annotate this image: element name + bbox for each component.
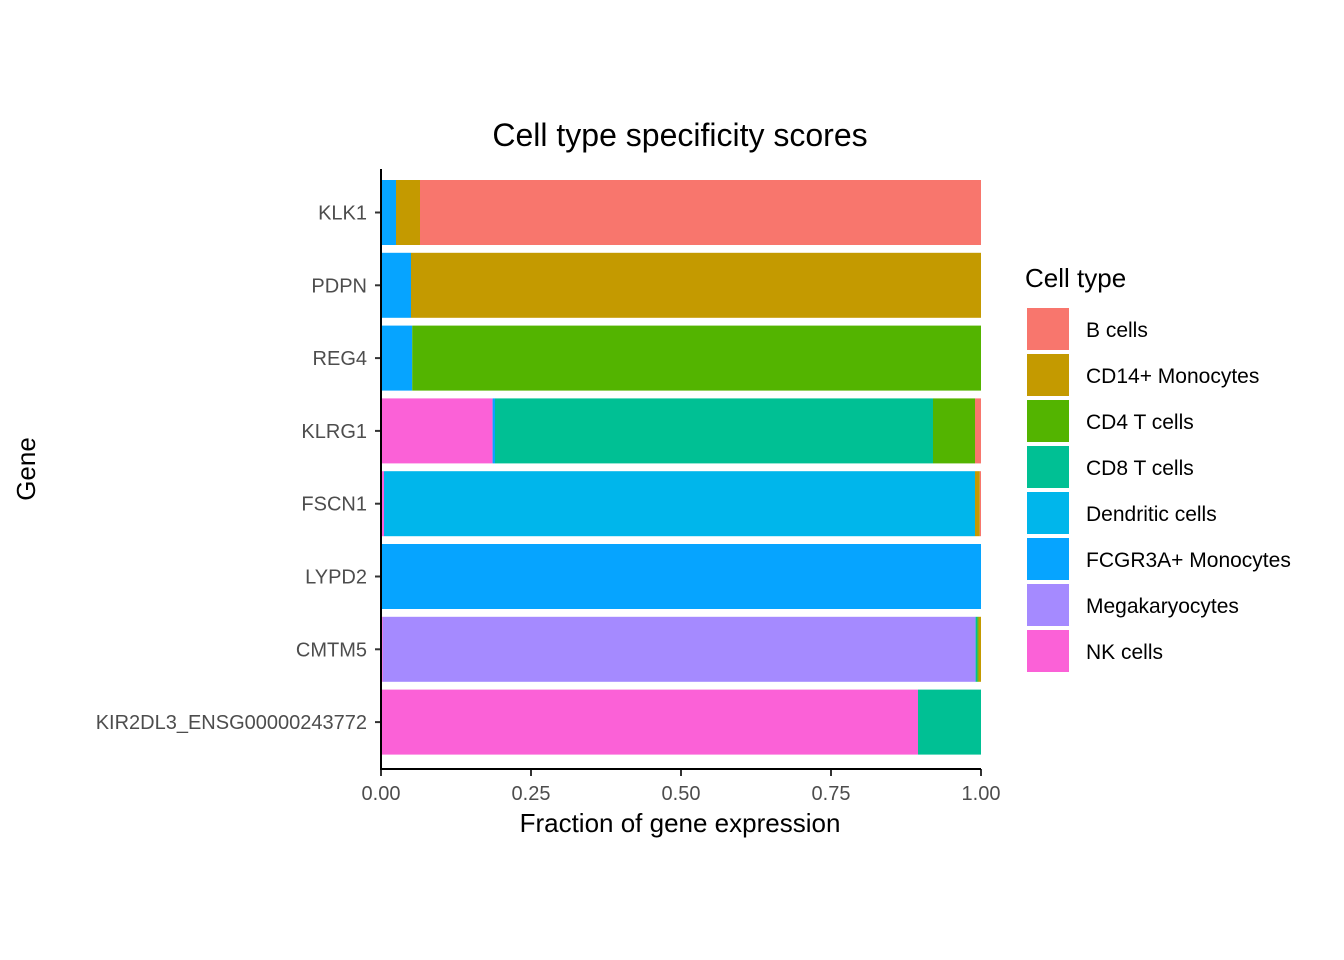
legend-label-b-cells: B cells — [1086, 319, 1148, 342]
bar-reg4-cd4-t-cells — [412, 325, 981, 391]
bar-kir2dl3-ensg00000243772-cd8-t-cells — [918, 689, 981, 755]
y-tick-labels: KLK1 PDPN REG4 KLRG1 FSCN1 LYPD2 CMTM5 KIR2DL3_… — [96, 203, 381, 734]
bar-klrg1-nk-cells — [381, 398, 493, 464]
bar-klk1-cd14-monocytes — [396, 180, 420, 245]
legend-key-nk-cells — [1027, 630, 1069, 672]
bar-fscn1-nk-cells — [381, 471, 384, 537]
chart-title: Cell type specificity scores — [492, 117, 867, 153]
legend: Cell type B cells CD14+ Monocytes CD4 T ce… — [1025, 263, 1291, 672]
y-tick-label: KIR2DL3_ENSG00000243772 — [96, 712, 367, 734]
bar-fscn1-cd14-monocytes — [975, 471, 980, 537]
legend-label-cd14-monocytes: CD14+ Monocytes — [1086, 365, 1259, 388]
legend-label-nk-cells: NK cells — [1086, 641, 1163, 664]
y-tick-label: KLK1 — [318, 203, 367, 225]
y-tick-label: KLRG1 — [301, 421, 367, 443]
x-tick-label: 0.50 — [662, 783, 701, 805]
bar-pdpn-fcgr3a-monocytes — [381, 252, 411, 318]
x-tick-label: 1.00 — [962, 783, 1001, 805]
bar-klrg1-cd4-t-cells — [933, 398, 975, 464]
x-tick-labels: 0.00 0.25 0.50 0.75 1.00 — [362, 769, 1001, 805]
bar-klrg1-fcgr3a-monocytes — [492, 398, 495, 464]
y-tick-label: LYPD2 — [305, 567, 367, 589]
bar-cmtm5-cd4-t-cells — [977, 616, 979, 682]
bar-lypd2-fcgr3a-monocytes — [381, 544, 981, 609]
x-tick-label: 0.25 — [512, 783, 551, 805]
bar-kir2dl3-ensg00000243772-nk-cells — [381, 689, 918, 755]
legend-key-megakaryocytes — [1027, 584, 1069, 626]
bar-reg4-fcgr3a-monocytes — [381, 325, 413, 391]
y-tick-label: FSCN1 — [301, 494, 367, 516]
bar-cmtm5-cd8-t-cells — [975, 616, 978, 682]
bars-layer — [381, 180, 981, 755]
bar-cmtm5-megakaryocytes — [382, 616, 976, 682]
legend-label-dendritic-cells: Dendritic cells — [1086, 503, 1217, 526]
legend-key-cd4-t-cells — [1027, 400, 1069, 442]
y-axis-title: Gene — [11, 437, 41, 501]
legend-key-b-cells — [1027, 308, 1069, 350]
legend-key-cd8-t-cells — [1027, 446, 1069, 488]
bar-cmtm5-cd14-monocytes — [978, 616, 981, 682]
bar-klk1-b-cells — [420, 180, 981, 245]
x-tick-label: 0.00 — [362, 783, 401, 805]
y-tick-label: CMTM5 — [296, 639, 367, 661]
legend-label-cd8-t-cells: CD8 T cells — [1086, 457, 1194, 480]
legend-key-fcgr3a-monocytes — [1027, 538, 1069, 580]
legend-key-dendritic-cells — [1027, 492, 1069, 534]
bar-klrg1-b-cells — [975, 398, 981, 464]
bar-fscn1-dendritic-cells — [384, 471, 975, 537]
bar-pdpn-cd14-monocytes — [411, 252, 981, 318]
legend-key-cd14-monocytes — [1027, 354, 1069, 396]
legend-title: Cell type — [1025, 263, 1126, 293]
y-tick-label: PDPN — [311, 275, 367, 297]
x-tick-label: 0.75 — [812, 783, 851, 805]
x-axis-title: Fraction of gene expression — [520, 808, 841, 838]
legend-label-fcgr3a-monocytes: FCGR3A+ Monocytes — [1086, 549, 1291, 572]
legend-label-cd4-t-cells: CD4 T cells — [1086, 411, 1194, 434]
bar-klk1-fcgr3a-monocytes — [381, 180, 396, 245]
legend-label-megakaryocytes: Megakaryocytes — [1086, 595, 1239, 618]
bar-fscn1-b-cells — [979, 471, 981, 537]
bar-klrg1-cd8-t-cells — [495, 398, 933, 464]
y-tick-label: REG4 — [313, 348, 367, 370]
